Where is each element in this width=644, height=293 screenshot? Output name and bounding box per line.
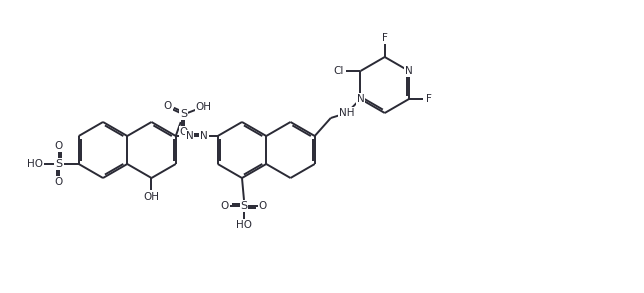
Text: OH: OH [144, 192, 160, 202]
Text: N: N [185, 131, 193, 141]
Text: N: N [200, 131, 208, 141]
Text: F: F [426, 94, 432, 104]
Text: O: O [180, 127, 188, 137]
Text: N: N [405, 66, 413, 76]
Text: HO: HO [27, 159, 43, 169]
Text: O: O [259, 201, 267, 211]
Text: O: O [55, 177, 63, 187]
Text: HO: HO [236, 220, 252, 230]
Text: Cl: Cl [334, 66, 344, 76]
Text: S: S [180, 109, 187, 119]
Text: O: O [164, 101, 172, 111]
Text: S: S [55, 159, 62, 169]
Text: O: O [221, 201, 229, 211]
Text: F: F [382, 33, 388, 43]
Text: NH: NH [339, 108, 354, 118]
Text: S: S [240, 201, 247, 211]
Text: O: O [55, 141, 63, 151]
Text: N: N [357, 94, 365, 104]
Text: OH: OH [196, 102, 212, 112]
